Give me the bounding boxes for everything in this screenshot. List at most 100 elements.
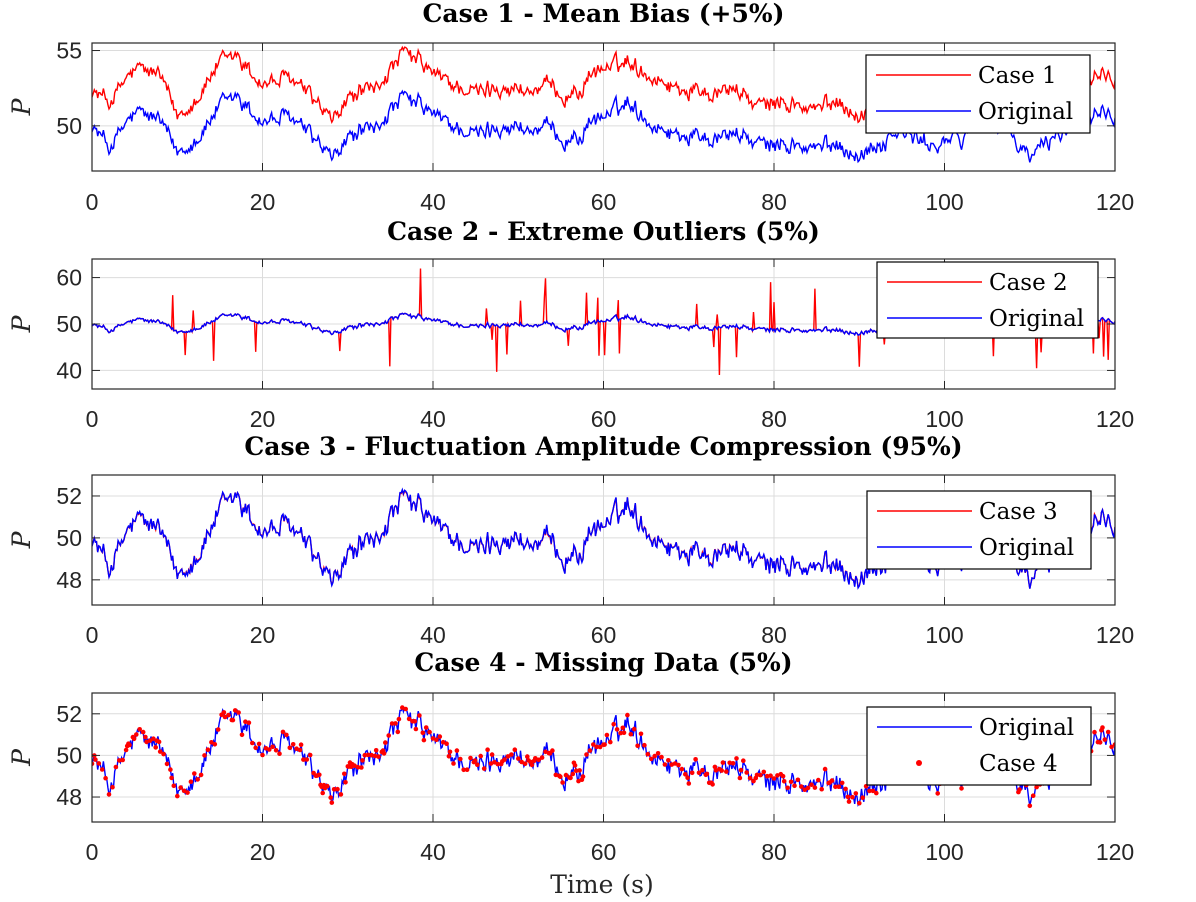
x-tick-label: 100 bbox=[925, 189, 963, 215]
y-tick-label: 52 bbox=[56, 701, 82, 727]
case4-marker bbox=[1097, 740, 1103, 745]
case4-marker bbox=[1109, 744, 1114, 750]
case4-marker bbox=[110, 784, 115, 790]
case4-marker bbox=[1027, 803, 1033, 809]
case4-marker bbox=[539, 755, 545, 760]
case4-marker bbox=[516, 756, 521, 761]
case4-marker bbox=[685, 775, 690, 780]
case4-marker bbox=[461, 767, 467, 773]
case4-marker bbox=[659, 754, 664, 760]
case4-marker bbox=[843, 786, 848, 792]
case4-marker bbox=[642, 742, 647, 748]
case4-marker bbox=[454, 748, 460, 753]
subplot-title: Case 2 - Extreme Outliers (5%) bbox=[387, 217, 820, 246]
case4-marker bbox=[693, 757, 698, 762]
case4-marker bbox=[809, 782, 814, 787]
y-tick-label: 48 bbox=[56, 567, 82, 593]
legend-box bbox=[876, 261, 1099, 339]
case4-marker bbox=[741, 758, 746, 763]
case4-marker bbox=[568, 775, 573, 781]
legend-label: Original bbox=[979, 535, 1074, 561]
y-tick-label: 52 bbox=[56, 483, 82, 509]
case4-marker bbox=[131, 736, 137, 742]
subplot-title: Case 3 - Fluctuation Amplitude Compressi… bbox=[244, 432, 962, 461]
case4-marker bbox=[505, 754, 511, 759]
x-tick-label: 100 bbox=[925, 622, 963, 648]
case4-marker bbox=[96, 761, 102, 766]
y-tick-label: 55 bbox=[56, 38, 82, 64]
legend-box bbox=[866, 490, 1092, 570]
case4-marker bbox=[202, 753, 207, 758]
case4-marker bbox=[584, 752, 589, 757]
subplot-1: Case 1 - Mean Bias (+5%) 0 20 40 60 80 100 120 5… bbox=[7, 0, 1134, 215]
case4-marker bbox=[270, 744, 276, 750]
legend: Original Case 4 bbox=[866, 706, 1092, 786]
case4-marker bbox=[239, 732, 245, 738]
case4-marker bbox=[444, 741, 449, 746]
case4-marker bbox=[812, 785, 818, 790]
case4-marker bbox=[417, 713, 422, 718]
case4-marker bbox=[738, 767, 744, 773]
case4-marker bbox=[666, 758, 671, 763]
legend-label: Original bbox=[978, 99, 1073, 125]
case4-marker bbox=[710, 782, 715, 787]
case4-marker bbox=[754, 772, 760, 778]
case4-marker bbox=[171, 783, 177, 789]
x-tick-label: 80 bbox=[761, 189, 787, 215]
subplot-title: Case 4 - Missing Data (5%) bbox=[414, 648, 792, 677]
case4-marker bbox=[198, 772, 204, 778]
case4-marker bbox=[222, 714, 228, 720]
case4-marker bbox=[355, 764, 361, 770]
case4-marker bbox=[558, 774, 563, 779]
case4-marker bbox=[744, 770, 749, 775]
case4-marker bbox=[232, 708, 238, 713]
x-tick-label: 80 bbox=[761, 406, 787, 432]
y-axis-label: P bbox=[7, 314, 36, 333]
case4-marker bbox=[587, 748, 593, 753]
case4-marker bbox=[492, 760, 497, 765]
case4-marker bbox=[833, 784, 838, 790]
x-tick-label: 40 bbox=[420, 839, 446, 865]
case4-marker bbox=[230, 717, 236, 723]
x-tick-label: 60 bbox=[591, 406, 617, 432]
case4-marker bbox=[221, 710, 227, 715]
case4-marker bbox=[243, 719, 248, 724]
case4-marker bbox=[458, 756, 463, 762]
case4-marker bbox=[185, 790, 190, 795]
case4-marker bbox=[614, 727, 620, 732]
case4-marker bbox=[447, 749, 453, 755]
case4-marker bbox=[395, 729, 401, 735]
legend-label: Original bbox=[989, 306, 1084, 332]
case4-marker bbox=[298, 742, 304, 747]
case4-marker bbox=[819, 786, 824, 792]
x-tick-label: 40 bbox=[420, 406, 446, 432]
case4-marker bbox=[935, 791, 940, 796]
case4-marker bbox=[602, 742, 607, 747]
case4-marker bbox=[788, 779, 794, 785]
case4-marker bbox=[383, 740, 388, 745]
case4-marker bbox=[696, 770, 702, 776]
case4-marker bbox=[468, 755, 473, 761]
x-tick-label: 40 bbox=[420, 189, 446, 215]
case4-marker bbox=[267, 747, 272, 752]
x-tick-label: 20 bbox=[250, 406, 276, 432]
case4-marker bbox=[625, 712, 630, 718]
case4-marker bbox=[329, 800, 335, 805]
case4-marker bbox=[434, 737, 439, 743]
case4-marker bbox=[570, 771, 576, 777]
x-tick-label: 120 bbox=[1096, 189, 1134, 215]
case4-marker bbox=[591, 742, 596, 747]
case4-marker bbox=[648, 756, 654, 762]
y-tick-label: 50 bbox=[56, 311, 82, 337]
case4-marker bbox=[1100, 725, 1105, 730]
case4-marker bbox=[412, 719, 418, 724]
case4-marker bbox=[846, 799, 852, 804]
case4-marker bbox=[317, 772, 322, 778]
case4-marker bbox=[153, 745, 158, 750]
case4-marker bbox=[475, 762, 480, 767]
case4-marker bbox=[472, 758, 478, 763]
case4-marker bbox=[771, 776, 777, 781]
case4-marker bbox=[519, 759, 524, 765]
case4-marker bbox=[857, 800, 862, 806]
case4-marker bbox=[320, 790, 326, 796]
